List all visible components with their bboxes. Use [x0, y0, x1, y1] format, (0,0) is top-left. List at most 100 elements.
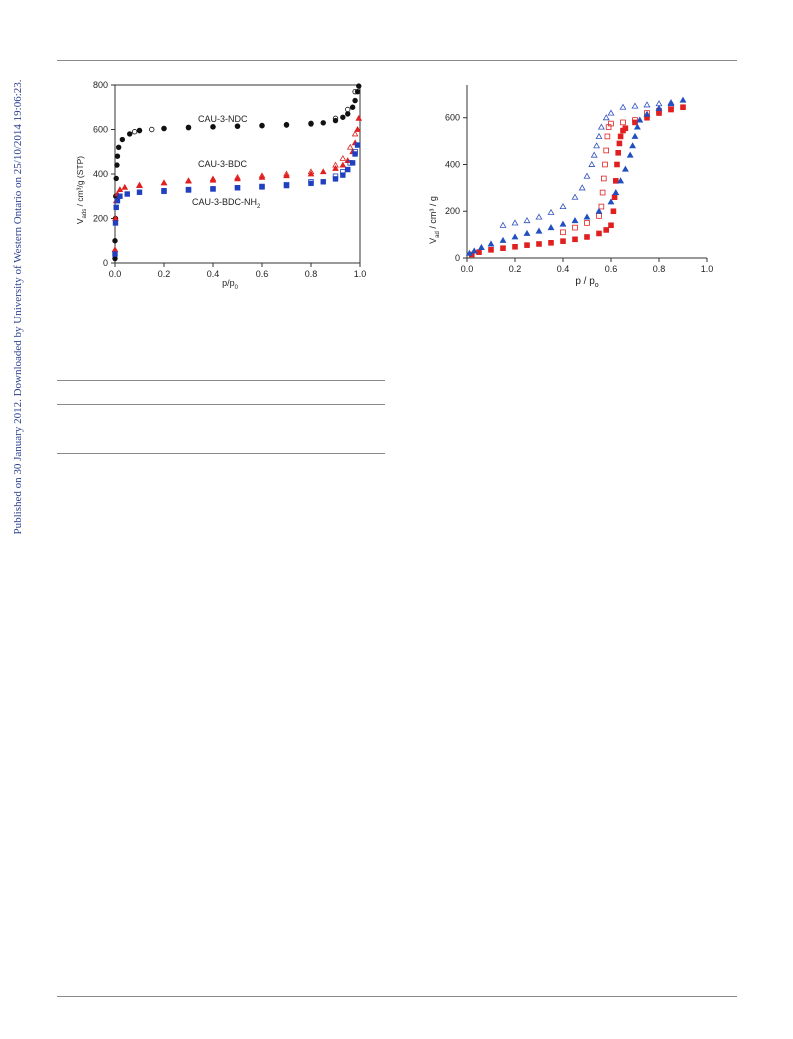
- data-point: [583, 213, 591, 220]
- data-point: [607, 198, 615, 205]
- data-point: [339, 161, 347, 168]
- data-point: [210, 186, 216, 192]
- data-point: [588, 160, 596, 167]
- data-point: [185, 187, 192, 193]
- chart-isotherms-hysteresis: 0.0 0.2 0.4 0.6 0.8 1.0 0 200 400 600 p / po Vad …: [428, 85, 713, 289]
- data-point: [234, 123, 241, 129]
- x-tick-label: 0.8: [305, 269, 318, 279]
- data-point: [332, 115, 339, 122]
- y-tick-label: 200: [93, 214, 108, 224]
- data-point: [307, 168, 315, 175]
- data-point: [136, 127, 143, 134]
- data-point: [593, 142, 601, 149]
- data-point: [340, 172, 346, 178]
- data-point: [511, 219, 519, 226]
- data-point: [234, 185, 241, 191]
- data-point: [124, 191, 130, 197]
- data-point: [476, 249, 482, 255]
- data-point: [604, 133, 611, 140]
- data-point: [339, 154, 347, 161]
- data-point: [308, 180, 314, 187]
- x-tick-label: 0.0: [109, 269, 122, 279]
- data-point: [608, 222, 614, 229]
- data-point: [607, 109, 615, 116]
- data-point: [523, 229, 531, 236]
- y-tick-label: 600: [445, 113, 460, 123]
- data-point: [680, 104, 686, 111]
- data-point: [283, 172, 290, 179]
- data-point: [578, 184, 586, 191]
- y-axis-label: Vads / cm³/g (STP): [75, 156, 88, 224]
- x-tick-label: 0.8: [653, 264, 666, 274]
- x-tick-label: 0.4: [557, 264, 570, 274]
- data-point: [113, 204, 119, 211]
- data-point: [234, 175, 241, 182]
- series-0: [469, 104, 686, 258]
- data-point: [258, 173, 266, 180]
- data-point: [345, 166, 351, 173]
- svg-text:Vads / cm³/g (STP): Vads / cm³/g (STP): [75, 156, 88, 224]
- data-point: [612, 178, 619, 184]
- data-point: [340, 169, 346, 175]
- data-point: [559, 203, 567, 210]
- data-point: [572, 236, 578, 243]
- data-point: [149, 126, 155, 133]
- data-point: [160, 179, 168, 186]
- data-point: [488, 247, 494, 253]
- series-2: [465, 96, 687, 256]
- data-point: [617, 177, 625, 184]
- data-point: [547, 208, 555, 215]
- y-tick-label: 800: [93, 80, 108, 90]
- data-point: [523, 217, 531, 224]
- data-point: [283, 121, 290, 128]
- data-point: [185, 125, 192, 131]
- data-point: [596, 213, 602, 219]
- data-point: [114, 198, 121, 204]
- data-point: [345, 106, 351, 113]
- data-point: [112, 238, 118, 244]
- table-rule-bottom: [57, 453, 385, 454]
- data-point: [631, 132, 639, 139]
- data-point: [161, 188, 167, 195]
- data-point: [112, 251, 118, 257]
- data-point: [121, 183, 129, 190]
- data-point: [234, 173, 241, 180]
- data-point: [136, 182, 143, 188]
- x-tick-label: 0.6: [605, 264, 618, 274]
- x-tick-label: 0.2: [509, 264, 522, 274]
- data-point: [351, 130, 359, 137]
- data-point: [571, 217, 579, 224]
- data-point: [115, 144, 122, 150]
- data-point: [319, 168, 327, 175]
- data-point: [614, 161, 620, 168]
- data-point: [605, 124, 612, 130]
- data-point: [620, 119, 626, 126]
- data-point: [621, 165, 629, 172]
- table-rule-mid: [57, 404, 385, 405]
- data-point: [352, 97, 358, 104]
- data-point: [332, 161, 339, 168]
- data-point: [559, 220, 567, 227]
- data-point: [354, 142, 361, 148]
- data-point: [524, 242, 530, 248]
- data-point: [346, 143, 354, 150]
- data-point: [283, 181, 290, 188]
- y-tick-label: 400: [93, 169, 108, 179]
- data-point: [210, 124, 216, 130]
- data-point: [536, 241, 542, 247]
- data-point: [633, 123, 641, 130]
- data-point: [619, 103, 627, 110]
- data-point: [584, 220, 590, 226]
- series-5: [161, 149, 358, 195]
- x-tick-label: 0.0: [461, 264, 474, 274]
- data-point: [655, 104, 663, 111]
- svg-text:Vad / cm³ / g: Vad / cm³ / g: [428, 196, 441, 244]
- data-point: [465, 249, 473, 256]
- y-tick-label: 0: [455, 253, 460, 263]
- data-point: [595, 132, 603, 139]
- publication-note: Published on 30 January 2012. Downloaded…: [12, 79, 24, 535]
- data-point: [113, 175, 119, 182]
- x-tick-label: 0.6: [256, 269, 269, 279]
- data-point: [610, 208, 617, 215]
- data-point: [114, 162, 120, 168]
